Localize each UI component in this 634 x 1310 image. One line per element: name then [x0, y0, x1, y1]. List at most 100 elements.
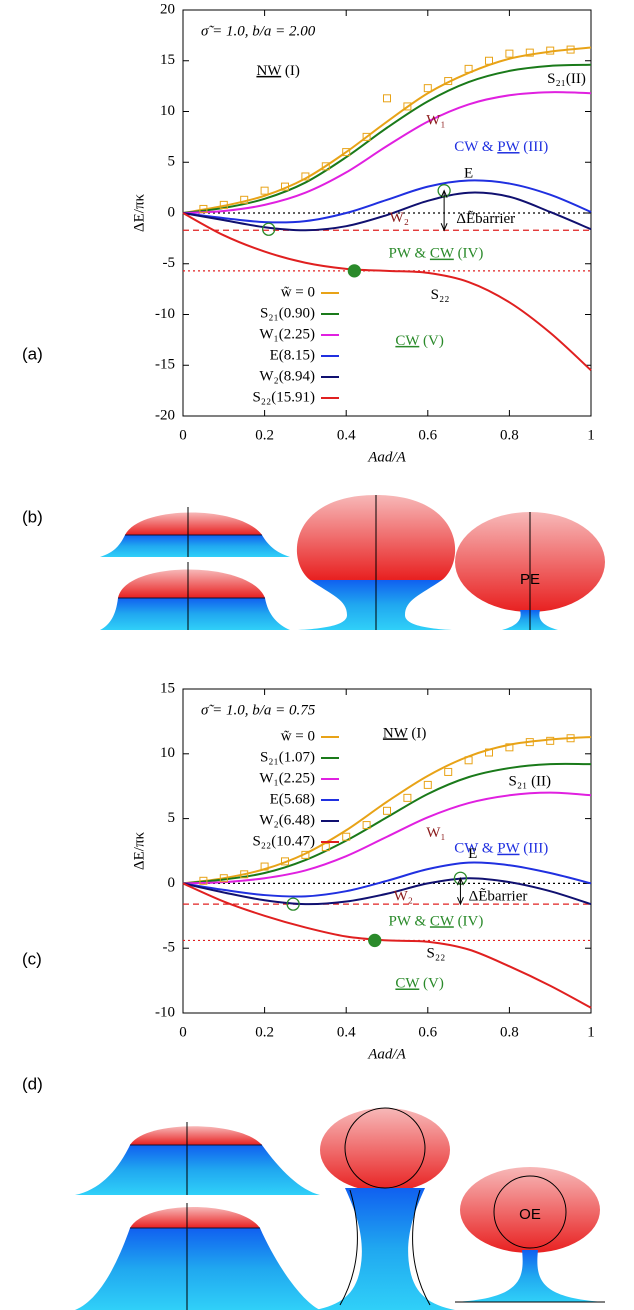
annotation: ΔẼbarrier	[469, 889, 528, 905]
annotation-part: E	[464, 166, 473, 182]
y-tick-label: -10	[155, 1004, 175, 1020]
annotation: S₂₂	[431, 288, 450, 304]
annotation: S₂₁ (II)	[509, 774, 552, 790]
annotation-part: ΔẼbarrier	[456, 212, 515, 228]
y-tick-label: 5	[168, 810, 176, 826]
legend-label: S₂₂(10.47)	[252, 833, 315, 849]
x-tick-label: 0.6	[418, 1024, 437, 1040]
annotation: CW (V)	[395, 976, 443, 992]
marker	[369, 934, 381, 946]
legend-label: S₂₁(0.90)	[260, 305, 315, 321]
annotation-part: S₂₂	[427, 946, 446, 962]
figure: (a) (b) (c) (d) PE OE -20-15-10-50510152…	[0, 0, 634, 1310]
annotation-part: W₂	[390, 211, 409, 227]
x-tick-label: 1	[587, 427, 595, 443]
panel-label: (a)	[22, 344, 43, 363]
legend-label: S₂₂(15.91)	[252, 389, 315, 405]
annotation-part: NW	[256, 63, 282, 79]
series-line	[183, 193, 591, 231]
legend-label: E(5.68)	[270, 791, 315, 807]
marker	[348, 265, 360, 277]
x-tick-label: 0.4	[337, 427, 356, 443]
x-tick-label: 0.2	[255, 427, 274, 443]
annotation: E	[464, 166, 473, 182]
marker	[263, 223, 275, 235]
annotation: CW & PW (III)	[454, 139, 548, 155]
annotation-part: (I)	[408, 726, 427, 742]
y-tick-label: 20	[160, 1, 175, 17]
series-line	[183, 878, 591, 904]
annotation-part: PW &	[389, 246, 430, 262]
x-tick-label: 0.8	[500, 1024, 519, 1040]
annotation-part: (IV)	[454, 914, 484, 930]
y-tick-label: 10	[160, 745, 175, 761]
sample-point	[404, 794, 411, 801]
y-tick-label: 15	[160, 52, 175, 68]
annotation-part: W₂	[394, 889, 413, 905]
sample-point	[424, 85, 431, 92]
annotation-part: W₁	[426, 826, 445, 842]
annotation-part: S₂₂	[431, 288, 450, 304]
annotation: S₂₁(II)	[547, 71, 586, 87]
shapes-b: PE	[100, 495, 605, 630]
annotation-part: (III)	[520, 841, 549, 857]
cap	[320, 1108, 450, 1192]
x-axis-label: Aad/A	[367, 1046, 406, 1062]
annotation: PW & CW (IV)	[389, 246, 484, 262]
annotation-part: CW	[430, 246, 455, 262]
y-tick-label: -10	[155, 306, 175, 322]
annotation: W₁	[426, 826, 445, 842]
series-line	[183, 793, 591, 884]
base	[100, 598, 290, 630]
legend-label: w̃ = 0	[281, 284, 315, 300]
sample-point	[384, 807, 391, 814]
annotation-part: (I)	[281, 63, 300, 79]
annotation: W₂	[390, 211, 409, 227]
annotation-part: (V)	[419, 976, 444, 992]
annotation: NW (I)	[383, 726, 426, 742]
annotation-part: W₁	[426, 113, 445, 129]
series-line	[183, 213, 591, 370]
sample-point	[445, 768, 452, 775]
base	[75, 1228, 320, 1310]
annotation-part: PW &	[389, 914, 430, 930]
neck	[315, 1188, 455, 1310]
legend-label: w̃ = 0	[281, 728, 315, 744]
neck	[298, 580, 452, 630]
legend-label: E(8.15)	[270, 347, 315, 363]
y-tick-label: 5	[168, 154, 176, 170]
y-tick-label: -5	[163, 255, 176, 271]
panel-label: (d)	[22, 1074, 43, 1093]
x-tick-label: 0.2	[255, 1024, 274, 1040]
panel-label: (c)	[22, 949, 42, 968]
legend-label: W₂(6.48)	[259, 812, 315, 828]
annotation: ΔẼbarrier	[456, 212, 515, 228]
annotation-part: S₂₁(II)	[547, 71, 586, 87]
x-tick-label: 0	[179, 1024, 187, 1040]
x-axis-label: Aad/A	[367, 449, 406, 465]
legend-label: W₁(2.25)	[259, 326, 315, 342]
y-tick-label: 0	[168, 875, 176, 891]
cap	[125, 513, 262, 536]
y-axis-label: ΔE/πκ	[131, 832, 147, 871]
annotation-part: E	[468, 846, 477, 862]
page: (a) (b) (c) (d) PE OE -20-15-10-50510152…	[0, 0, 634, 1310]
sample-point	[384, 95, 391, 102]
cap	[130, 1207, 260, 1228]
legend-label: W₂(8.94)	[259, 368, 315, 384]
annotation-part: CW	[395, 333, 420, 349]
series-line	[183, 737, 591, 883]
y-tick-label: -15	[155, 357, 175, 373]
x-tick-label: 0	[179, 427, 187, 443]
annotation-part: CW	[395, 976, 420, 992]
annotation-part: (V)	[419, 333, 444, 349]
y-tick-label: 15	[160, 680, 175, 696]
base	[75, 1145, 320, 1195]
cap	[118, 570, 265, 599]
annotation: PW & CW (IV)	[389, 914, 484, 930]
x-tick-label: 0.8	[500, 427, 519, 443]
chart-title: σ̃ = 1.0, b/a = 2.00	[201, 23, 316, 39]
x-tick-label: 1	[587, 1024, 595, 1040]
annotation-part: NW	[383, 726, 409, 742]
